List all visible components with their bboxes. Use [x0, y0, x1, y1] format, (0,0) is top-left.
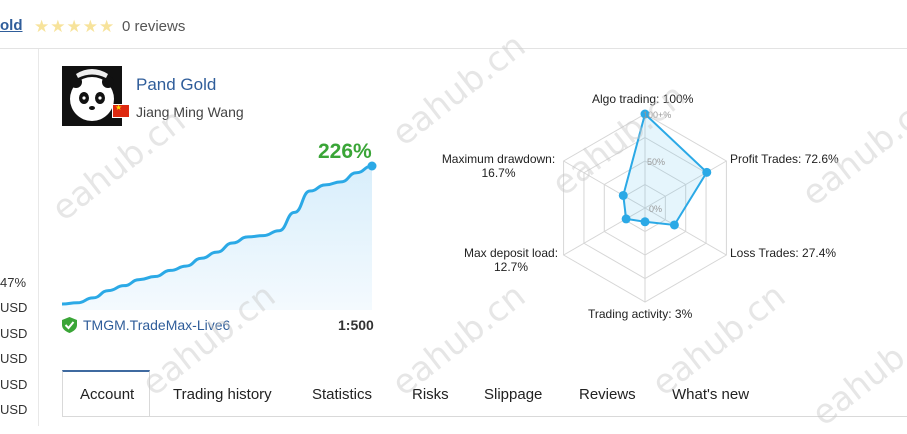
radar-axis-line	[644, 207, 727, 256]
growth-chart	[60, 160, 382, 310]
tab-trading-history[interactable]: Trading history	[173, 386, 272, 403]
radar-label-profit: Profit Trades: 72.6%	[730, 152, 839, 166]
verified-shield-icon	[62, 317, 77, 333]
avatar[interactable]	[62, 66, 122, 126]
radar-label-drawdown: Maximum drawdown: 16.7%	[441, 152, 556, 180]
radar-point	[618, 190, 628, 200]
radar-scale-label: 50%	[647, 157, 665, 167]
radar-point	[640, 217, 650, 227]
star-icon: ★	[82, 17, 98, 36]
panda-avatar-icon	[62, 66, 122, 126]
radar-label-loss: Loss Trades: 27.4%	[730, 246, 837, 260]
reviews-count[interactable]: 0 reviews	[122, 18, 186, 35]
header-divider	[0, 48, 907, 49]
radar-polygon	[622, 112, 709, 227]
signal-title-link[interactable]: old	[0, 17, 23, 34]
star-icon: ★	[66, 17, 82, 36]
radar-point	[640, 109, 650, 119]
tab-whats-new[interactable]: What's new	[672, 386, 750, 403]
left-value: USD	[0, 377, 28, 392]
tabs-divider	[62, 416, 907, 417]
tab-risks[interactable]: Risks	[412, 386, 449, 403]
star-icon: ★	[50, 17, 66, 36]
radar-point	[669, 220, 679, 230]
star-icon: ★	[99, 17, 115, 36]
radar-axis-line	[563, 207, 646, 256]
radar-scale-label: 0%	[649, 204, 662, 214]
radar-label-deposit: Max deposit load: 12.7%	[463, 246, 559, 274]
rating-stars[interactable]: ★ ★ ★ ★ ★	[34, 18, 114, 36]
radar-axis-line	[644, 160, 727, 209]
tab-statistics[interactable]: Statistics	[312, 386, 373, 403]
star-icon: ★	[34, 17, 50, 36]
tab-slippage[interactable]: Slippage	[484, 386, 543, 403]
tab-account[interactable]: Account	[62, 370, 150, 416]
left-value: 47%	[0, 275, 27, 290]
radar-axis-line	[563, 160, 646, 209]
signal-name-link[interactable]: Pand Gold	[136, 75, 217, 94]
column-divider	[38, 49, 39, 426]
left-value: USD	[0, 402, 28, 417]
left-value: USD	[0, 351, 28, 366]
radar-label-activity: Trading activity: 3%	[588, 307, 693, 321]
growth-value: 226%	[318, 140, 372, 163]
growth-line	[60, 164, 374, 306]
left-value: USD	[0, 300, 28, 315]
growth-area	[62, 166, 372, 310]
left-value: USD	[0, 326, 28, 341]
radar-scale-label: 100+%	[643, 110, 671, 120]
radar-point	[621, 214, 631, 224]
risk-radar-chart: 100+% 50% 0% Algo trading: 100% Profit T…	[430, 80, 890, 340]
radar-label-algo: Algo trading: 100%	[592, 92, 694, 106]
radar-point	[702, 167, 712, 177]
broker-server-link[interactable]: TMGM.TradeMax-Live6	[83, 317, 231, 333]
tab-reviews[interactable]: Reviews	[579, 386, 636, 403]
china-flag-icon: ★	[112, 103, 130, 118]
leverage-value: 1:500	[338, 317, 374, 333]
growth-end-point	[367, 161, 377, 171]
author-name[interactable]: Jiang Ming Wang	[136, 104, 244, 120]
